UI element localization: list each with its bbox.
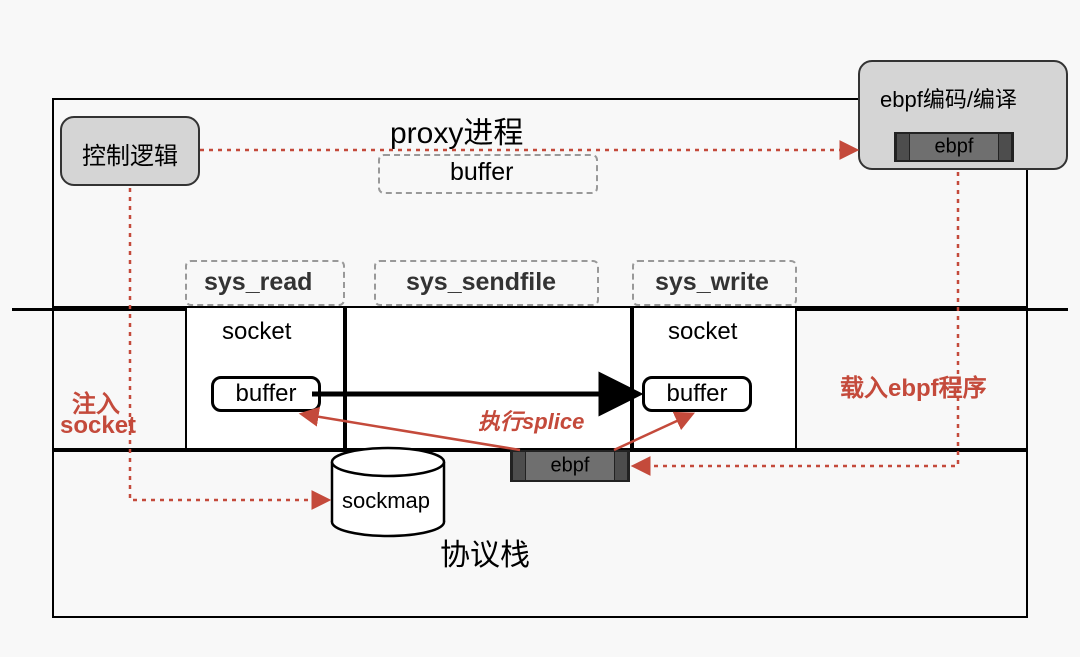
- left-socket-label: socket: [222, 318, 291, 346]
- load-ebpf-label: 载入ebpf程序: [840, 368, 987, 403]
- ebpf-slot-mid-label: ebpf: [512, 455, 628, 478]
- inject-socket-l2: socket: [60, 412, 136, 440]
- right-socket-label: socket: [668, 318, 737, 346]
- proxy-buffer-label: buffer: [450, 158, 513, 187]
- ebpf-compile-title: ebpf编码/编译: [880, 82, 1017, 114]
- right-buffer-pill: buffer: [642, 376, 752, 412]
- sys-write-label: sys_write: [655, 268, 769, 297]
- ebpf-slot-mid: ebpf: [510, 450, 630, 482]
- protocol-stack-title: 协议栈: [440, 530, 530, 574]
- sys-read-label: sys_read: [204, 268, 312, 297]
- proxy-title: proxy进程: [390, 108, 523, 152]
- ebpf-slot-top-label: ebpf: [896, 136, 1012, 159]
- left-buffer-pill: buffer: [211, 376, 321, 412]
- exec-splice-label: 执行splice: [478, 404, 584, 436]
- sockmap-label: sockmap: [342, 488, 430, 514]
- ebpf-slot-top: ebpf: [894, 132, 1014, 162]
- sys-sendfile-label: sys_sendfile: [406, 268, 556, 297]
- control-logic-label: 控制逻辑: [82, 136, 178, 171]
